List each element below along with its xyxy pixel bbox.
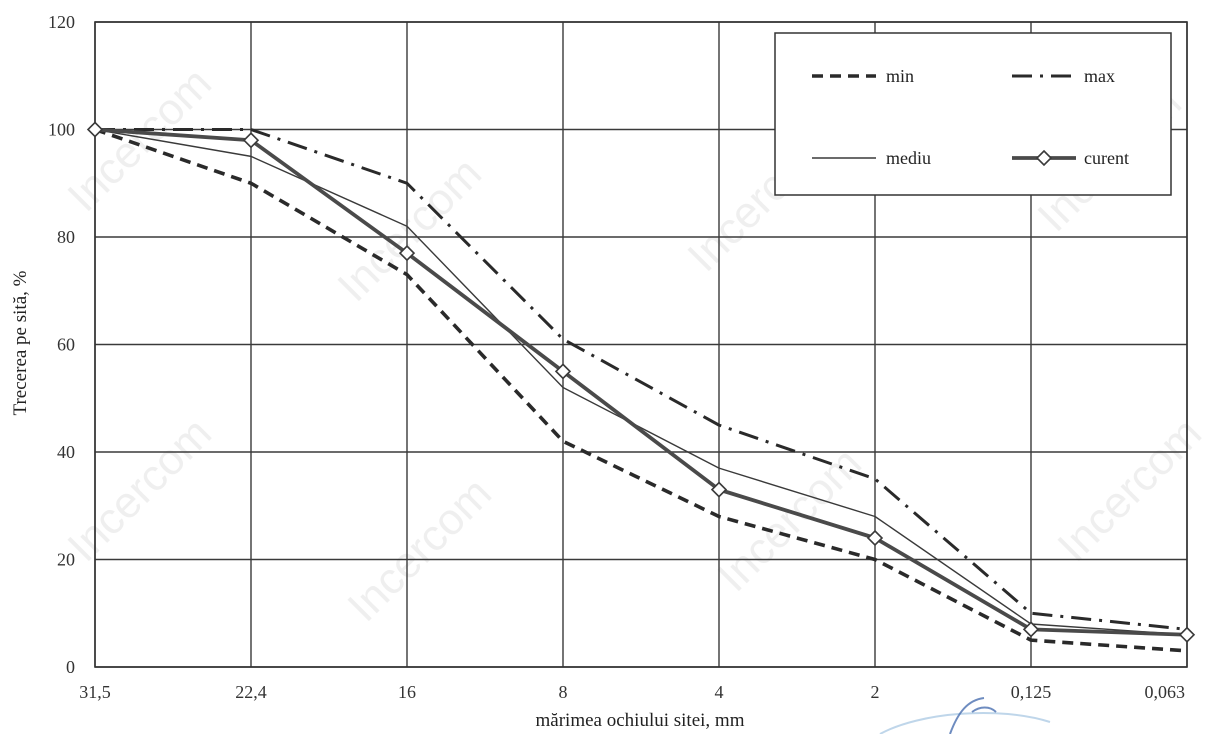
x-tick-label: 2 bbox=[871, 682, 880, 702]
y-tick-label: 80 bbox=[57, 227, 75, 247]
y-tick-label: 20 bbox=[57, 550, 75, 570]
watermark-text: Incercom bbox=[338, 468, 501, 631]
series-line-curent bbox=[94, 127, 1188, 637]
data-point-curent bbox=[554, 363, 572, 380]
series-line-mediu bbox=[94, 128, 1188, 636]
series-line-min bbox=[94, 127, 1188, 653]
x-tick-label: 4 bbox=[715, 682, 724, 702]
watermark-text: Incercom bbox=[58, 58, 221, 221]
x-tick-label: 22,4 bbox=[235, 682, 267, 702]
plot-frame bbox=[94, 21, 1188, 668]
y-tick-label: 60 bbox=[57, 335, 75, 355]
legend: min max mediu curent bbox=[774, 32, 1172, 196]
data-point-curent bbox=[1178, 626, 1196, 643]
x-tick-label: 31,5 bbox=[79, 682, 111, 702]
watermark-text: Incercom bbox=[58, 408, 221, 571]
x-axis-ticks: 31,5 22,4 16 8 4 2 0,125 0,063 bbox=[79, 682, 1185, 702]
legend-label-curent: curent bbox=[1084, 148, 1129, 168]
y-tick-label: 0 bbox=[66, 657, 75, 677]
y-axis-ticks: 0 20 40 60 80 100 120 bbox=[48, 12, 75, 677]
legend-label-mediu: mediu bbox=[886, 148, 931, 168]
data-point-curent bbox=[398, 244, 416, 262]
data-point-curent bbox=[1022, 621, 1040, 638]
legend-label-max: max bbox=[1084, 66, 1115, 86]
series-line-max bbox=[95, 128, 1188, 631]
x-tick-label: 0,125 bbox=[1011, 682, 1052, 702]
y-axis-label: Trecerea pe sită, % bbox=[10, 270, 31, 415]
x-axis-label: mărimea ochiului sitei, mm bbox=[536, 710, 745, 731]
legend-label-min: min bbox=[886, 66, 914, 86]
legend-box bbox=[774, 32, 1172, 196]
plot-area-border bbox=[94, 21, 1188, 668]
y-tick-label: 40 bbox=[57, 442, 75, 462]
y-tick-label: 100 bbox=[48, 120, 75, 140]
data-point-curent bbox=[242, 132, 260, 149]
x-tick-label: 8 bbox=[559, 682, 568, 702]
x-tick-label: 16 bbox=[398, 682, 416, 702]
x-tick-label: 0,063 bbox=[1145, 682, 1186, 702]
y-tick-label: 120 bbox=[48, 12, 75, 32]
data-point-curent bbox=[86, 121, 104, 138]
data-point-curent bbox=[710, 481, 728, 498]
data-point-curent bbox=[866, 529, 884, 547]
legend-marker-curent bbox=[1035, 149, 1053, 167]
series-layer bbox=[86, 121, 1196, 653]
signature-mark bbox=[879, 697, 1051, 734]
